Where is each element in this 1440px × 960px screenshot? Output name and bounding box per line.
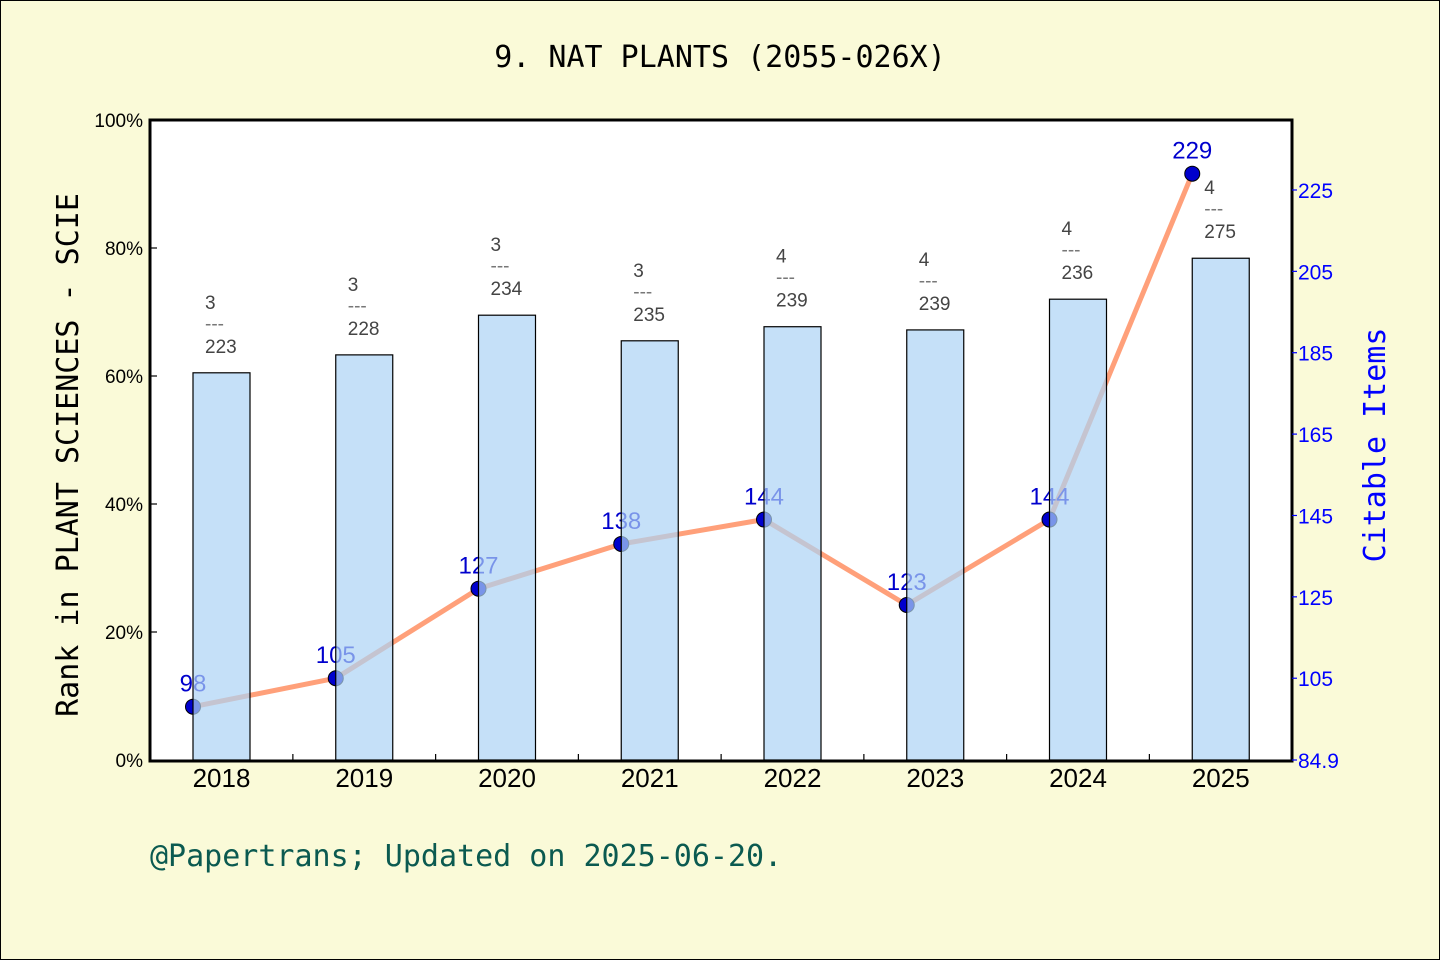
category-total: 239: [776, 291, 808, 312]
category-total: 275: [1204, 222, 1236, 243]
right-tick-label: 105: [1298, 668, 1333, 691]
category-total: 239: [919, 294, 951, 315]
left-axis-label: Rank in PLANT SCIENCES - SCIE: [51, 193, 86, 717]
x-tick-label: 2024: [1049, 763, 1107, 793]
right-tick-label: 125: [1298, 587, 1333, 610]
right-tick-label: 84.9: [1298, 750, 1339, 773]
fraction-bar: ---: [205, 314, 224, 335]
data-point-marker: [1184, 165, 1201, 182]
right-tick-label: 185: [1298, 343, 1333, 366]
rank-annotations: 3---2233---2283---2343---2354---2394---2…: [205, 178, 1236, 358]
chart-title: 9. NAT PLANTS (2055-026X): [494, 40, 946, 75]
left-tick-label: 60%: [105, 367, 143, 388]
fraction-bar: ---: [919, 271, 938, 292]
rank-value: 4: [919, 250, 930, 271]
fraction-bar: ---: [633, 282, 652, 303]
fraction-bar: ---: [348, 296, 367, 317]
rank-value: 4: [1062, 219, 1073, 240]
fraction-bar: ---: [776, 268, 795, 289]
left-tick-label: 100%: [94, 111, 143, 132]
right-tick-label: 225: [1298, 180, 1333, 203]
left-tick-label: 40%: [105, 495, 143, 516]
rank-value: 3: [348, 275, 359, 296]
fraction-bar: ---: [491, 256, 510, 277]
fraction-bar: ---: [1062, 240, 1081, 261]
rank-value: 3: [633, 261, 644, 282]
rank-bar: [192, 372, 251, 761]
rank-value: 4: [776, 247, 787, 268]
footer-credit: @Papertrans; Updated on 2025-06-20.: [150, 839, 782, 874]
data-point-label: 229: [1172, 138, 1212, 165]
category-total: 235: [633, 305, 665, 326]
x-tick-label: 2019: [335, 763, 393, 793]
category-total: 236: [1062, 263, 1094, 284]
left-tick-label: 0%: [116, 751, 144, 772]
rank-bar: [335, 354, 394, 761]
category-total: 223: [205, 337, 237, 358]
x-axis: 2018 2019 2020 2021 2022 2023 2024 2025: [193, 754, 1250, 793]
rank-bar: [763, 326, 822, 761]
category-total: 228: [348, 319, 380, 340]
rank-bar: [1048, 298, 1108, 761]
x-tick-label: 2022: [764, 763, 822, 793]
right-tick-label: 165: [1298, 424, 1333, 447]
right-axis: 84.9 105 125 145 165 185 205 225: [1292, 180, 1339, 773]
right-tick-label: 205: [1298, 261, 1333, 284]
rank-bars: [192, 257, 1250, 761]
right-axis-label: Citable Items: [1358, 328, 1393, 563]
rank-bar: [1191, 257, 1250, 761]
rank-bar: [620, 340, 679, 761]
rank-value: 3: [205, 293, 216, 314]
x-tick-label: 2018: [193, 763, 251, 793]
x-tick-label: 2023: [906, 763, 964, 793]
left-tick-label: 80%: [105, 239, 143, 260]
rank-value: 3: [491, 235, 502, 256]
plot-frame: [148, 118, 1294, 763]
right-tick-label: 145: [1298, 505, 1333, 528]
x-tick-label: 2025: [1192, 763, 1250, 793]
fraction-bar: ---: [1204, 199, 1223, 220]
x-tick-label: 2021: [621, 763, 679, 793]
left-tick-label: 20%: [105, 623, 143, 644]
x-tick-label: 2020: [478, 763, 536, 793]
category-total: 234: [491, 279, 523, 300]
rank-value: 4: [1204, 178, 1215, 199]
left-axis: 0% 20% 40% 60% 80% 100%: [94, 111, 157, 772]
rank-bar: [477, 314, 537, 761]
rank-bar: [906, 329, 965, 761]
